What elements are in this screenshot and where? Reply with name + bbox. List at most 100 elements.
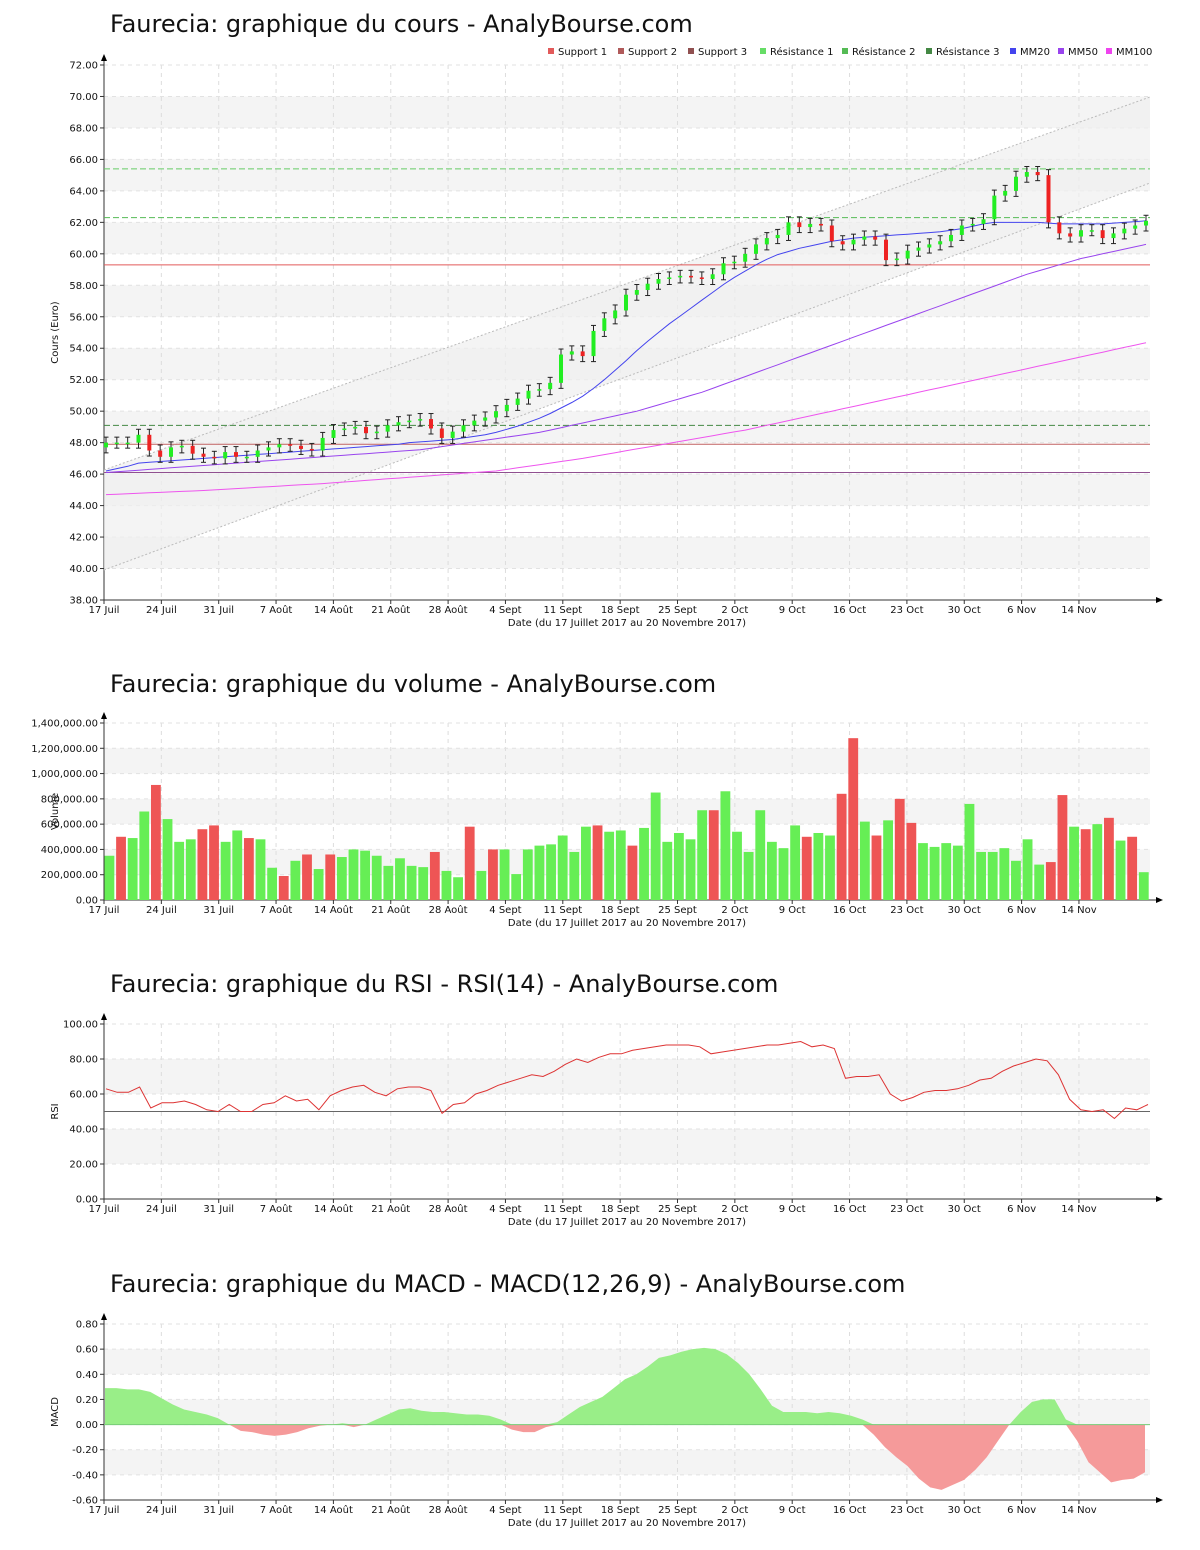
candle-body bbox=[1100, 230, 1105, 239]
y-tick-label: -0.40 bbox=[72, 1470, 98, 1481]
volume-bar bbox=[336, 857, 347, 900]
candle-body bbox=[461, 425, 466, 432]
candle-body bbox=[266, 447, 271, 451]
volume-bar bbox=[848, 738, 859, 900]
volume-bar bbox=[1127, 836, 1138, 900]
candle-body bbox=[1079, 230, 1083, 237]
x-tick-label: 18 Sept bbox=[601, 1505, 640, 1516]
candle bbox=[211, 450, 217, 465]
x-tick-label: 14 Nov bbox=[1061, 905, 1097, 916]
x-tick-label: 18 Sept bbox=[601, 605, 640, 616]
x-tick-label: 6 Nov bbox=[1007, 605, 1036, 616]
x-tick-label: 23 Oct bbox=[890, 1204, 923, 1215]
x-axis-title: Date (du 17 Juillet 2017 au 20 Novembre … bbox=[508, 618, 746, 629]
candle-body bbox=[136, 434, 141, 443]
y-tick-label: 38.00 bbox=[69, 596, 98, 607]
candle-body bbox=[158, 450, 163, 457]
volume-bar bbox=[883, 820, 894, 900]
candle bbox=[1121, 222, 1127, 240]
candle-body bbox=[299, 445, 303, 449]
candle-body bbox=[873, 236, 878, 240]
rsi-panel: Faurecia: graphique du RSI - RSI(14) - A… bbox=[0, 960, 1200, 1240]
candle bbox=[374, 425, 380, 440]
x-tick-label: 24 Juil bbox=[146, 1204, 177, 1215]
volume-bar bbox=[697, 810, 708, 900]
legend-label: Résistance 2 bbox=[852, 46, 915, 58]
volume-bar bbox=[464, 826, 475, 900]
x-axis-arrow bbox=[1156, 1497, 1163, 1503]
volume-chart: 0.00 200,000.00 400,000.00 600,000.00 800,00… bbox=[31, 712, 1163, 929]
x-axis-arrow bbox=[1156, 897, 1163, 903]
trend-channel-upper bbox=[103, 96, 1151, 471]
candle bbox=[688, 269, 694, 284]
candle bbox=[894, 252, 900, 267]
y-tick-label: 52.00 bbox=[69, 375, 98, 386]
candle bbox=[959, 219, 965, 241]
candle bbox=[136, 428, 141, 449]
volume-bar bbox=[302, 854, 312, 900]
candle-body bbox=[1035, 172, 1040, 176]
volume-bar bbox=[1092, 824, 1103, 900]
y-tick-label: 0.00 bbox=[76, 1420, 98, 1431]
volume-bar bbox=[592, 825, 603, 900]
y-tick-label: 80.00 bbox=[69, 1055, 98, 1066]
volume-bar bbox=[1022, 839, 1033, 900]
x-tick-label: 21 Août bbox=[371, 604, 410, 616]
volume-bar bbox=[116, 836, 126, 900]
candle bbox=[385, 419, 391, 438]
candle bbox=[1089, 224, 1095, 237]
candle-body bbox=[374, 431, 379, 434]
trend-channel bbox=[104, 97, 1150, 570]
x-tick-label: 2 Oct bbox=[721, 905, 748, 916]
candle bbox=[742, 247, 748, 268]
x-tick-label: 4 Sept bbox=[489, 1505, 521, 1516]
candle bbox=[1100, 224, 1106, 245]
legend-label: Support 2 bbox=[628, 47, 677, 58]
background-band bbox=[104, 1059, 1150, 1094]
candle bbox=[851, 233, 856, 251]
candle-body bbox=[819, 223, 823, 226]
candle bbox=[807, 217, 813, 234]
candle-body bbox=[829, 225, 834, 242]
candle-body bbox=[764, 238, 769, 245]
candle-body bbox=[234, 452, 238, 457]
candle bbox=[287, 438, 293, 452]
candle bbox=[1056, 216, 1062, 240]
volume-bar bbox=[488, 849, 498, 900]
volume-bar bbox=[267, 867, 278, 900]
candle-body bbox=[613, 310, 618, 319]
y-axis-title: MACD bbox=[50, 1397, 61, 1427]
candle-body bbox=[851, 239, 856, 245]
x-tick-label: 16 Oct bbox=[833, 605, 866, 616]
x-tick-label: 16 Oct bbox=[833, 1204, 866, 1215]
x-tick-label: 25 Sept bbox=[658, 605, 697, 616]
x-tick-label: 11 Sept bbox=[543, 1204, 582, 1215]
x-tick-label: 7 Août bbox=[260, 604, 293, 616]
x-tick-label: 24 Juil bbox=[146, 905, 177, 916]
candle-body bbox=[1144, 220, 1148, 226]
candle-body bbox=[862, 236, 867, 240]
legend-item: Support 1 bbox=[548, 47, 607, 58]
volume-bar bbox=[639, 827, 649, 900]
legend-swatch bbox=[1010, 48, 1016, 54]
volume-bar bbox=[220, 841, 231, 900]
volume-chart-title: Faurecia: graphique du volume - AnalyBou… bbox=[110, 670, 717, 698]
volume-bar bbox=[371, 855, 382, 900]
candle-body bbox=[786, 222, 791, 235]
candle bbox=[699, 271, 705, 286]
x-tick-label: 30 Oct bbox=[948, 605, 981, 616]
candle bbox=[1132, 219, 1138, 235]
candle bbox=[125, 436, 131, 449]
x-tick-label: 23 Oct bbox=[890, 905, 923, 916]
volume-bar bbox=[360, 850, 371, 900]
x-tick-label: 14 Août bbox=[314, 1504, 353, 1516]
candle bbox=[363, 420, 369, 440]
volume-bar bbox=[1138, 872, 1149, 900]
y-tick-label: 600,000.00 bbox=[41, 820, 98, 831]
candle-body bbox=[472, 420, 477, 426]
volume-bar bbox=[476, 870, 487, 900]
y-tick-label: 70.00 bbox=[69, 92, 98, 103]
x-tick-label: 9 Oct bbox=[779, 1505, 806, 1516]
candle bbox=[601, 312, 607, 337]
candle-body bbox=[104, 442, 108, 448]
